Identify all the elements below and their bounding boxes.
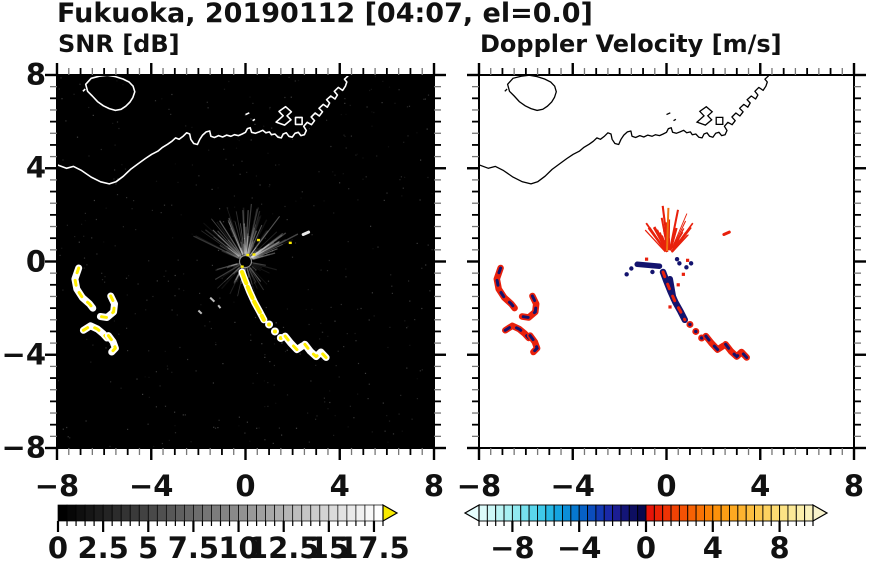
y-tick-label: 8: [25, 57, 46, 92]
x-tick-label: −8: [456, 469, 502, 503]
snr-colorbar-label: 17.5: [338, 531, 410, 565]
y-tick-label: 4: [25, 150, 46, 185]
velocity-colorbar-label: −8: [490, 531, 535, 565]
y-tick-label: −8: [1, 430, 46, 465]
doppler-panel-content: [479, 75, 770, 361]
doppler-panel-bg: [479, 75, 854, 448]
snr-colorbar-label: 0: [47, 531, 69, 565]
coastline-left: [57, 75, 349, 185]
x-tick-label: 0: [235, 469, 256, 503]
velocity-colorbar-label: −4: [556, 531, 602, 565]
snr-colorbar-label: 7.5: [167, 531, 220, 565]
snr-colorbar-label: 15: [308, 531, 350, 565]
x-tick-label: 0: [656, 469, 677, 503]
y-tick-label: 0: [25, 244, 46, 278]
x-tick-label: 8: [423, 469, 445, 503]
velocity-colorbar-label: 4: [702, 531, 723, 565]
snr-colorbar-label: 10: [218, 531, 259, 565]
x-tick-label: −4: [550, 469, 595, 503]
x-tick-label: 4: [750, 469, 771, 503]
snr-panel-title: SNR [dB]: [58, 30, 180, 58]
snr-colorbar-label: 5: [138, 531, 159, 565]
velocity-colorbar-label: 0: [635, 531, 657, 565]
velocity-colorbar-under-arrow: [463, 503, 480, 523]
y-tick-label: −4: [1, 337, 46, 372]
snr-panel-content: [57, 75, 433, 448]
velocity-colorbar-label: 8: [769, 531, 790, 565]
figure-title: Fukuoka, 20190112 [04:07, el=0.0]: [57, 0, 593, 29]
snr-colorbar-label: 2.5: [77, 531, 129, 565]
snr-colorbar-over-arrow: [382, 503, 399, 523]
x-tick-label: 8: [843, 469, 865, 503]
velocity-colorbar-over-arrow: [812, 503, 829, 523]
doppler-panel-title: Doppler Velocity [m/s]: [480, 30, 782, 58]
coastline-right: [479, 75, 770, 185]
snr-colorbar-label: 12.5: [247, 531, 320, 565]
x-tick-label: −8: [34, 469, 80, 503]
x-tick-label: −4: [129, 469, 174, 503]
x-tick-label: 4: [329, 469, 350, 503]
